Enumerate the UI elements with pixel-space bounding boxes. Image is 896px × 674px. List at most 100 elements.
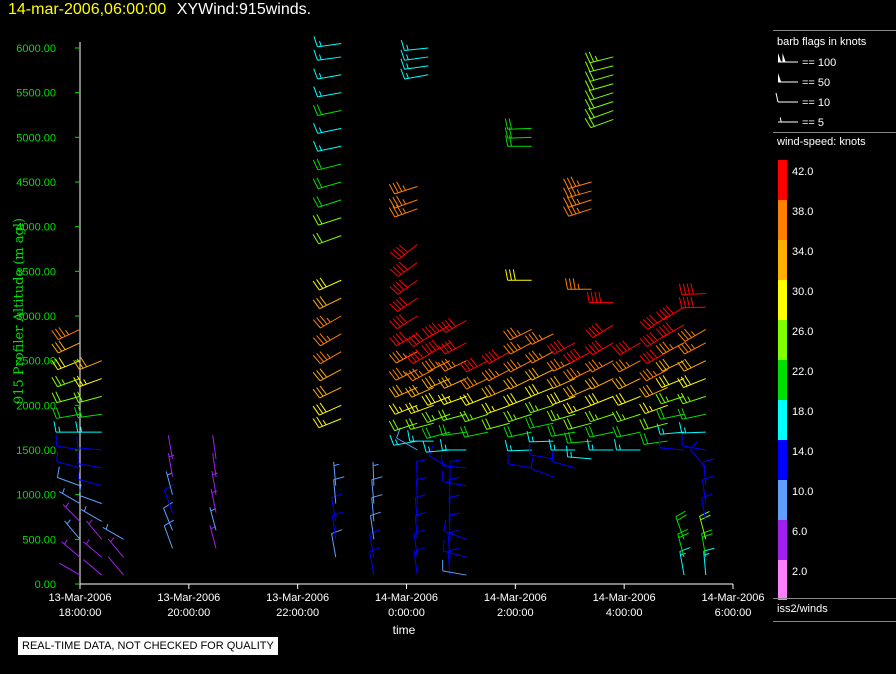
wind-barb (677, 392, 706, 405)
wind-barb (584, 107, 614, 120)
wind-barb (80, 506, 103, 522)
wind-barb (211, 470, 218, 495)
y-tick-label: 2500.00 (16, 356, 56, 368)
wind-barb (524, 331, 554, 345)
wind-barb (611, 410, 641, 423)
wind-barb (503, 392, 532, 406)
wind-barb (64, 519, 81, 540)
legend-divider (773, 132, 896, 133)
colorbar-label: 38.0 (792, 206, 813, 218)
x-tick-label: 14-Mar-2006 (484, 592, 547, 604)
y-tick-label: 4000.00 (16, 222, 56, 234)
wind-barb (584, 89, 614, 101)
wind-barb (679, 547, 691, 576)
chart-plot-title: XYWind:915winds. (176, 1, 312, 18)
wind-barb (639, 314, 668, 330)
wind-barb (73, 375, 102, 388)
wind-barb (370, 511, 382, 540)
wind-barb (701, 475, 714, 504)
y-tick-label: 1000.00 (16, 490, 56, 502)
wind-barb (546, 375, 576, 389)
wind-barb (677, 328, 707, 342)
wind-barb (76, 436, 102, 451)
wind-barb (548, 439, 576, 451)
wind-barb (312, 351, 342, 365)
wind-barb (313, 68, 342, 80)
wind-barb (505, 269, 532, 281)
barb-legend-item: == 50 (778, 73, 830, 89)
y-tick-label: 0.00 (35, 579, 56, 591)
wind-barb (459, 376, 489, 390)
wind-barb (505, 135, 532, 147)
wind-barb (331, 493, 343, 522)
wind-barb (639, 433, 668, 445)
wind-barb (639, 332, 668, 348)
wind-barb (546, 339, 576, 355)
wind-barb (396, 427, 418, 451)
wind-barb (407, 430, 434, 442)
wind-barb (529, 443, 554, 460)
wind-barb (655, 358, 685, 372)
wind-barb (481, 349, 511, 365)
wind-barb (612, 359, 641, 373)
wind-barb (313, 86, 342, 98)
wind-barb (677, 528, 689, 558)
barb-flag-legend: == 100 == 50 == 10 == 5 (775, 53, 836, 129)
colorbar-segment (778, 360, 787, 400)
colorbar-segment (778, 160, 787, 200)
wind-barb (62, 502, 81, 522)
wind-barb (58, 562, 81, 576)
wind-barb (584, 116, 614, 129)
colorbar-segment (778, 200, 787, 240)
wind-barb (678, 422, 706, 434)
x-tick-label: 6:00:00 (715, 607, 752, 619)
y-tick-label: 500.00 (22, 534, 56, 546)
colorbar-label: 2.0 (792, 566, 807, 578)
wind-barb (481, 402, 511, 415)
wind-barb (83, 559, 103, 576)
wind-barb (547, 425, 576, 437)
wind-barb (639, 368, 668, 382)
wind-barb (421, 375, 451, 389)
wind-barb (413, 529, 425, 558)
wind-barb (61, 539, 81, 558)
plot-axes: 0.00 500.00 1000.00 1500.00 2000.00 2500.00 30… (16, 42, 764, 619)
wind-barb (677, 375, 706, 388)
wind-barb (639, 349, 668, 365)
wind-barb (421, 411, 451, 423)
wind-barb (613, 439, 641, 451)
wind-barb (312, 402, 342, 416)
y-tick-label: 3000.00 (16, 311, 56, 323)
wind-barb (481, 368, 511, 382)
wind-barb (778, 73, 798, 83)
legend-panel: barb flags in knots == 100 == 50 == 10 == 5… (770, 30, 896, 630)
wind-barb (52, 407, 81, 419)
wind-barb (563, 348, 592, 364)
wind-barb (563, 176, 592, 190)
wind-barb (563, 367, 592, 381)
colorbar-label: 10.0 (792, 486, 813, 498)
wind-barb (388, 181, 418, 195)
wind-barb (400, 49, 429, 61)
wind-barb (389, 279, 418, 295)
wind-barb (437, 358, 467, 372)
wind-barb (481, 418, 511, 430)
wind-barb (481, 384, 511, 398)
wind-barb (372, 461, 379, 486)
wind-barb (442, 470, 467, 487)
x-tick-label: 4:00:00 (606, 607, 643, 619)
wind-barb (313, 49, 342, 61)
wind-barb (389, 244, 418, 260)
wind-barb (369, 547, 381, 576)
wind-barb (437, 339, 467, 355)
wind-barb (584, 410, 614, 423)
wind-barb (312, 177, 342, 190)
wind-barb (421, 358, 451, 372)
colorbar-segment (778, 520, 787, 560)
wind-barb (562, 402, 592, 415)
wind-barb (443, 520, 467, 540)
wind-barb (639, 402, 668, 415)
wind-barb (51, 357, 81, 371)
wind-barb (448, 494, 461, 522)
wind-barb (405, 384, 434, 398)
